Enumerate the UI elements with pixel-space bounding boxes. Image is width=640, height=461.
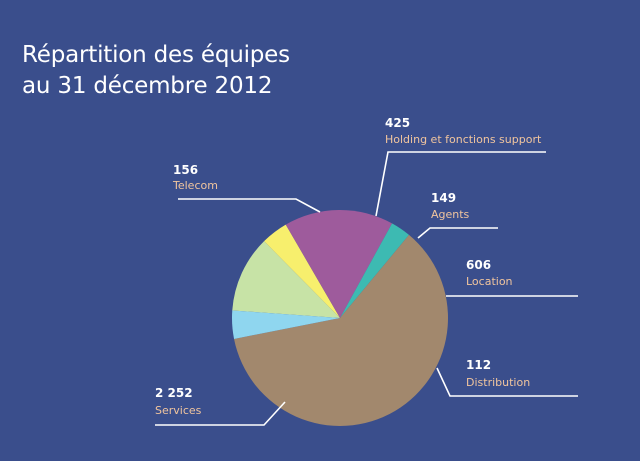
data-label-value-services: 2 252 — [155, 386, 193, 400]
data-label-value-holding: 425 — [385, 116, 410, 130]
data-label-name-holding: Holding et fonctions support — [385, 133, 542, 146]
data-label-name-services: Services — [155, 404, 202, 417]
leader-line-telecom — [178, 198, 321, 213]
pie-slice-telecom — [231, 310, 340, 339]
pie-slice-agents — [264, 224, 340, 318]
data-label-name-agents: Agents — [431, 208, 470, 221]
data-label-name-telecom: Telecom — [172, 179, 218, 192]
data-label-name-distribution: Distribution — [466, 376, 530, 389]
pie-slice-services — [234, 234, 448, 426]
data-label-value-telecom: 156 — [173, 163, 198, 177]
leader-line-services — [155, 401, 286, 426]
leader-line-holding — [375, 151, 546, 217]
chart-title: Répartition des équipes au 31 décembre 2… — [22, 40, 290, 102]
data-label-value-agents: 149 — [431, 191, 456, 205]
data-label-value-distribution: 112 — [466, 358, 491, 372]
pie-slice-location — [285, 209, 393, 318]
chart-title-line-2: au 31 décembre 2012 — [22, 73, 273, 99]
slice-labels: 425 Holding et fonctions support 149 Agents… — [155, 116, 542, 417]
leader-line-distribution — [436, 367, 578, 397]
chart-title-line-1: Répartition des équipes — [22, 42, 290, 68]
leader-lines — [155, 151, 578, 426]
data-label-value-location: 606 — [466, 258, 491, 272]
leader-line-agents — [417, 227, 498, 239]
pie-slice-holding — [232, 241, 340, 318]
pie-slices — [231, 209, 448, 426]
pie-slice-distribution — [340, 223, 409, 318]
data-label-name-location: Location — [466, 275, 513, 288]
